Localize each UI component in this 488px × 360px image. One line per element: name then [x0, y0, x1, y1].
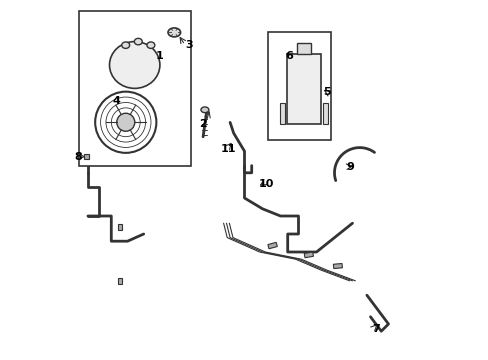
Bar [118, 224, 122, 230]
Text: 2: 2 [199, 119, 206, 129]
Ellipse shape [109, 42, 160, 88]
Text: 3: 3 [184, 40, 192, 50]
Text: 9: 9 [346, 162, 354, 172]
Bar [267, 242, 277, 249]
Bar [304, 252, 313, 258]
Bar [333, 264, 342, 269]
Text: 8: 8 [74, 152, 82, 162]
Text: 4: 4 [113, 96, 121, 106]
Ellipse shape [168, 28, 180, 37]
Text: 1: 1 [156, 51, 163, 61]
Text: 10: 10 [258, 179, 273, 189]
Text: 7: 7 [371, 324, 379, 334]
Bar [118, 278, 122, 284]
Bar [323, 103, 328, 124]
Ellipse shape [201, 107, 208, 113]
Bar [286, 54, 321, 124]
Ellipse shape [122, 42, 129, 49]
Text: 5: 5 [323, 87, 330, 97]
Bar [279, 103, 285, 124]
Bar [267, 32, 330, 140]
Ellipse shape [134, 39, 142, 45]
Circle shape [117, 113, 135, 131]
Text: 6: 6 [285, 51, 293, 61]
Bar [83, 154, 89, 159]
Ellipse shape [146, 42, 155, 49]
Circle shape [95, 92, 156, 153]
Text: 11: 11 [220, 144, 236, 154]
Bar [79, 11, 190, 166]
Bar [297, 43, 310, 54]
